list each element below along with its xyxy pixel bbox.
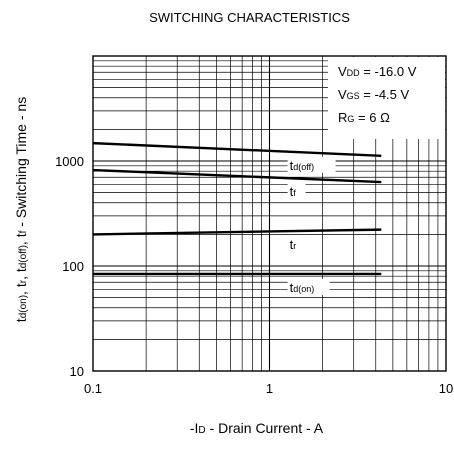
x-tick-label: 1 [266, 381, 273, 396]
x-tick-label: 10 [439, 381, 453, 396]
series-label-bg [287, 183, 306, 200]
conditions-box [328, 57, 445, 139]
series-label-tdoff: td(off) [290, 158, 314, 173]
series-line-tf [92, 168, 382, 184]
series-line-tr [92, 228, 382, 236]
condition-text: RG = 6 Ω [338, 110, 390, 125]
series-label-bg [287, 278, 330, 295]
condition-text: VDD = -16.0 V [338, 64, 417, 79]
chart-title: SWITCHING CHARACTERISTICS [149, 10, 350, 25]
y-axis-label: td(on), tr, td(off), tf - Switching Time… [13, 97, 29, 322]
x-axis-label: -ID - Drain Current - A [190, 420, 324, 436]
plot-frame [92, 55, 447, 372]
y-tick-label: 100 [62, 259, 84, 274]
series-label-tdon: td(on) [290, 280, 315, 295]
series-label-bg [287, 236, 306, 253]
condition-text: VGS = -4.5 V [338, 87, 410, 102]
series-line-tdoff [92, 141, 382, 158]
series-label-tr: tr [290, 237, 297, 252]
x-tick-label: 0.1 [84, 381, 102, 396]
series-label-bg [287, 156, 336, 173]
y-tick-label: 1000 [55, 154, 84, 169]
y-tick-label: 10 [70, 364, 84, 379]
series-label-tf: tf [290, 184, 297, 199]
